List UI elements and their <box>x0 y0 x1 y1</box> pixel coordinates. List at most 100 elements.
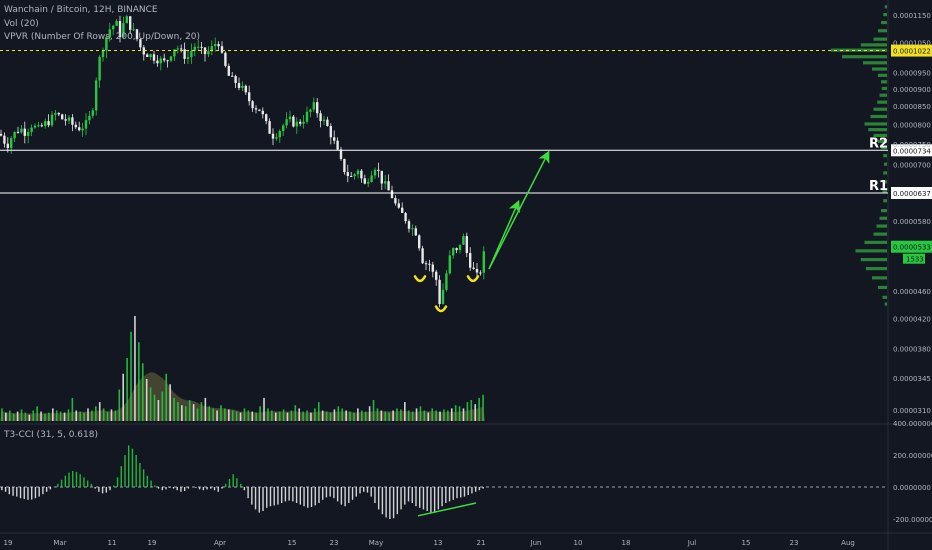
volume-bar <box>267 408 269 421</box>
candle-body <box>350 176 353 178</box>
symbol-legend[interactable]: Wanchain / Bitcoin, 12H, BINANCE <box>4 5 158 15</box>
vpvr-bar <box>860 257 887 262</box>
candle-body <box>333 137 336 141</box>
cci-bar <box>385 487 387 518</box>
candle-body <box>27 131 30 136</box>
cci-bar <box>437 487 440 510</box>
cci-bar <box>363 487 365 492</box>
cci-histogram <box>0 445 888 519</box>
cci-divergence-line <box>417 502 477 517</box>
cci-bar <box>262 487 264 511</box>
candle-body <box>20 128 23 133</box>
candle-body <box>435 271 438 280</box>
volume-bar <box>298 408 301 421</box>
time-tick-label: 23 <box>330 539 339 547</box>
volume-bar <box>173 397 175 421</box>
cci-bar <box>98 487 100 492</box>
volume-legend[interactable]: Vol (20) <box>4 19 39 29</box>
candle-body <box>482 251 485 273</box>
vpvr-bar <box>883 171 887 175</box>
candle-body <box>23 128 26 136</box>
candle-body <box>163 58 166 61</box>
support-resistance-lines: R2 0.0000734 R1 0.0000637 0.0001022 0.0000533… <box>0 44 932 264</box>
level-label-r1: R1 <box>869 179 888 194</box>
cci-bar <box>31 487 33 500</box>
candle-body <box>176 48 179 50</box>
candle-body <box>108 29 111 38</box>
vpvr-bar <box>873 232 887 236</box>
cci-bar <box>247 487 249 499</box>
volume-bar <box>188 400 191 421</box>
cci-legend[interactable]: T3-CCI (31, 5, 0.618) <box>4 430 98 440</box>
candle-body <box>64 119 67 121</box>
vpvr-bar <box>883 154 887 158</box>
volume-bar <box>325 411 328 421</box>
vpvr-bar <box>866 266 887 271</box>
candle-body <box>10 138 13 149</box>
volume-bars <box>0 316 485 421</box>
cci-tick-label: 200.0000000 <box>893 452 932 460</box>
level-price-label: 0.0000734 <box>893 147 931 155</box>
volume-bar <box>450 408 453 421</box>
candle-body <box>3 135 6 144</box>
candle-body <box>462 236 465 245</box>
time-tick-label: Jul <box>687 539 697 547</box>
candle-body <box>302 121 305 124</box>
volume-bar <box>247 410 250 421</box>
cci-bar <box>441 487 443 507</box>
cci-bar <box>280 487 283 503</box>
vpvr-bar <box>884 162 887 166</box>
cci-bar <box>251 487 253 505</box>
candle-body <box>74 124 77 128</box>
volume-bar <box>79 411 81 421</box>
volume-bar <box>314 408 316 421</box>
candle-body <box>50 114 54 126</box>
volume-bar <box>149 387 152 421</box>
volume-bar <box>368 406 371 421</box>
candle-body <box>431 264 434 272</box>
candle-body <box>404 212 407 222</box>
candle-body <box>122 23 125 38</box>
level-price-tag <box>891 144 932 157</box>
volume-bar <box>20 409 23 421</box>
volume-bar <box>12 413 15 421</box>
volume-bar <box>126 358 128 421</box>
smile-marker <box>413 275 427 283</box>
vpvr-legend[interactable]: VPVR (Number Of Rows, 200, Up/Down, 20) <box>4 32 201 42</box>
cci-bar <box>172 487 175 489</box>
candle-body <box>146 54 149 58</box>
volume-bar <box>165 373 168 421</box>
candle-body <box>244 85 247 93</box>
candle-body <box>54 113 57 115</box>
candle-body <box>200 46 203 48</box>
candle-body <box>438 279 441 304</box>
last-volume-tag <box>903 253 925 264</box>
volume-bar <box>454 405 457 421</box>
cci-bar <box>351 487 354 500</box>
candle-body <box>186 57 190 59</box>
volume-bar <box>87 408 89 421</box>
candle-body <box>479 272 482 274</box>
candle-body <box>6 143 9 149</box>
volume-bar <box>321 410 324 421</box>
volume-bar <box>122 373 125 421</box>
price-tick-label: 0.0000580 <box>893 218 931 226</box>
vpvr-bar <box>868 128 887 132</box>
volume-bar <box>118 389 121 421</box>
volume-bar <box>278 411 281 421</box>
candle-body <box>135 29 139 40</box>
volume-bar <box>24 412 27 421</box>
cci-bar <box>213 487 216 491</box>
cci-bar <box>49 487 52 490</box>
volume-bar <box>181 405 183 421</box>
cci-bar <box>94 487 96 489</box>
vpvr-bar <box>873 133 887 138</box>
volume-bar <box>1 408 3 421</box>
candle-body <box>13 131 16 139</box>
volume-bar <box>141 363 144 421</box>
volume-bar <box>392 410 394 421</box>
time-tick-label: 23 <box>790 539 799 547</box>
volume-bar <box>302 411 304 421</box>
